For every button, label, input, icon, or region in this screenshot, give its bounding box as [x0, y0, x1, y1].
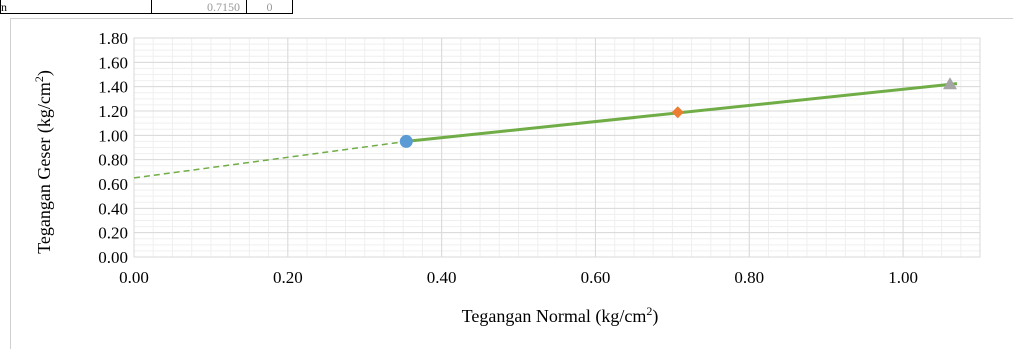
y-tick-label: 1.20	[98, 102, 128, 121]
chart-markers	[399, 77, 958, 148]
y-axis-label: Tegangan Geser (kg/cm2)	[32, 70, 55, 254]
plot-area-border	[133, 37, 981, 258]
y-tick-label: 0.00	[98, 248, 128, 267]
y-tick-label: 1.40	[98, 78, 128, 97]
y-tick-label: 0.40	[98, 199, 128, 218]
x-tick-labels: 0.00 0.20 0.40 0.60 0.80 1.00	[119, 268, 918, 287]
x-tick-label: 0.40	[427, 268, 457, 287]
x-tick-label: 0.60	[581, 268, 611, 287]
y-tick-label: 1.00	[98, 126, 128, 145]
table-fragment: n 0.7150 0	[0, 0, 293, 14]
y-tick-label: 0.80	[98, 151, 128, 170]
data-point-circle	[399, 134, 413, 148]
x-tick-label: 0.00	[119, 268, 149, 287]
y-tick-label: 1.80	[98, 29, 128, 48]
y-tick-label: 0.20	[98, 224, 128, 243]
x-axis-label: Tegangan Normal (kg/cm2)	[462, 304, 659, 327]
x-tick-label: 1.00	[888, 268, 918, 287]
x-tick-label: 0.20	[273, 268, 303, 287]
extrapolation-line	[133, 140, 407, 179]
data-point-diamond	[671, 106, 684, 119]
chart-lines	[133, 82, 958, 179]
y-tick-label: 1.60	[98, 53, 128, 72]
y-tick-label: 0.60	[98, 175, 128, 194]
y-tick-labels: 0.00 0.20 0.40 0.60 0.80 1.00 1.20 1.40 1.60 1.80	[98, 29, 128, 267]
x-tick-label: 0.80	[734, 268, 764, 287]
minor-grid	[133, 37, 981, 258]
table-cell: 0	[246, 0, 293, 14]
chart-frame	[10, 18, 1013, 349]
major-grid	[133, 37, 981, 258]
data-point-triangle	[943, 77, 958, 90]
